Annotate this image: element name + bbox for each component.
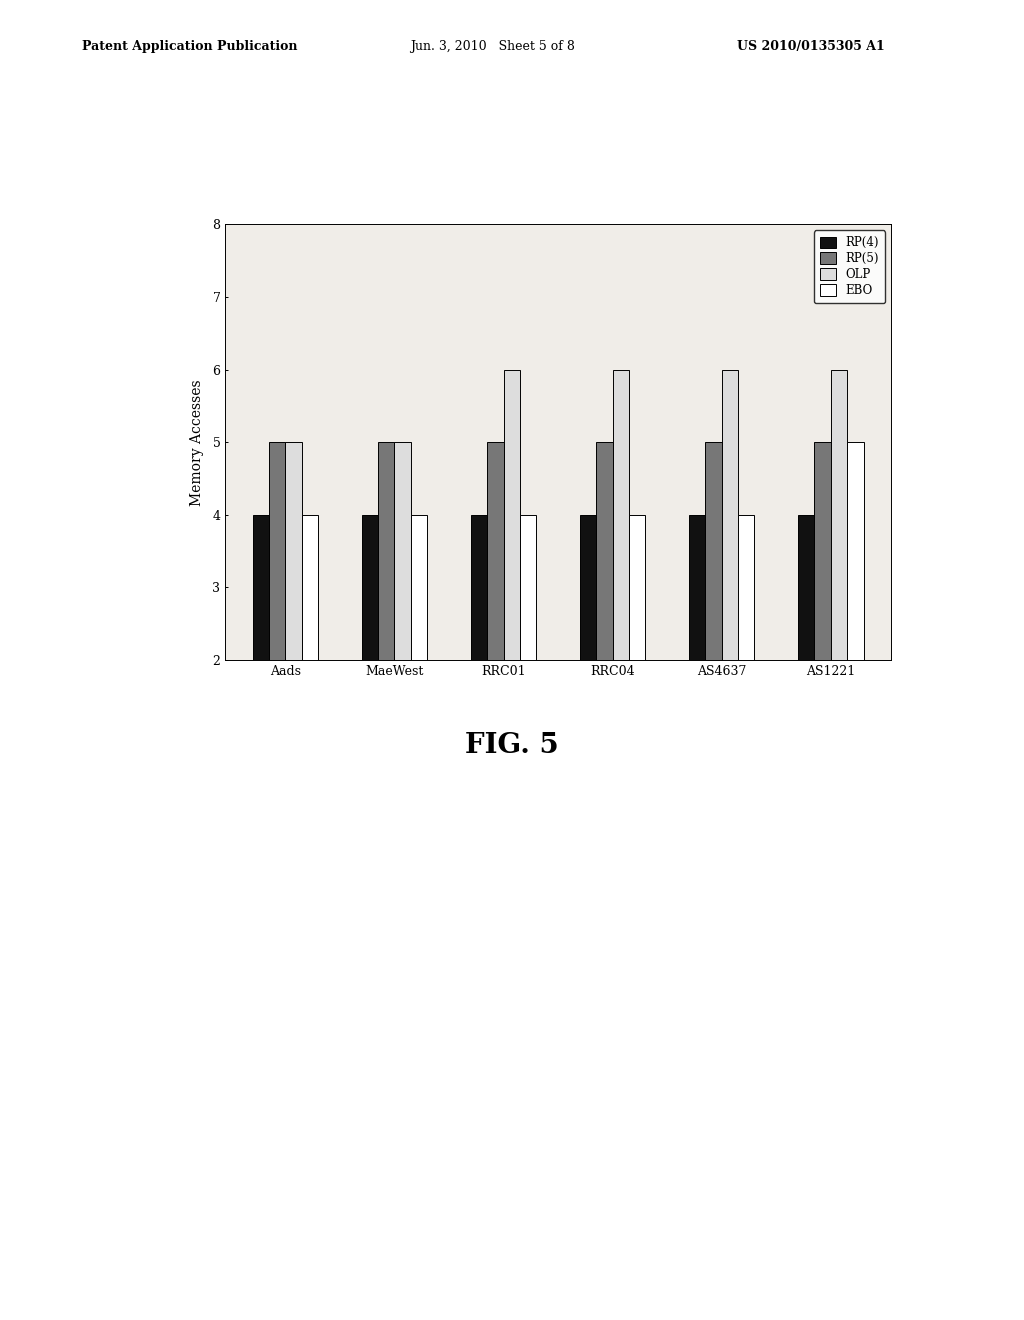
Bar [798, 515, 814, 660]
Bar [722, 370, 738, 660]
Bar [612, 370, 629, 660]
Bar [830, 370, 847, 660]
Text: Patent Application Publication: Patent Application Publication [82, 40, 297, 53]
Bar [706, 442, 722, 660]
Bar [520, 515, 537, 660]
Bar [596, 442, 612, 660]
Bar [487, 442, 504, 660]
Bar [689, 515, 706, 660]
Bar [286, 442, 302, 660]
Bar [269, 442, 286, 660]
Bar [814, 442, 830, 660]
Bar [471, 515, 487, 660]
Text: Jun. 3, 2010   Sheet 5 of 8: Jun. 3, 2010 Sheet 5 of 8 [410, 40, 574, 53]
Bar [580, 515, 596, 660]
Bar [302, 515, 318, 660]
Bar [378, 442, 394, 660]
Bar [361, 515, 378, 660]
Bar [394, 442, 411, 660]
Bar [847, 442, 863, 660]
Text: US 2010/0135305 A1: US 2010/0135305 A1 [737, 40, 885, 53]
Y-axis label: Memory Accesses: Memory Accesses [190, 379, 204, 506]
Bar [504, 370, 520, 660]
Bar [629, 515, 645, 660]
Legend: RP(4), RP(5), OLP, EBO: RP(4), RP(5), OLP, EBO [814, 230, 885, 304]
Bar [411, 515, 427, 660]
Bar [738, 515, 755, 660]
Text: FIG. 5: FIG. 5 [465, 733, 559, 759]
Bar [253, 515, 269, 660]
